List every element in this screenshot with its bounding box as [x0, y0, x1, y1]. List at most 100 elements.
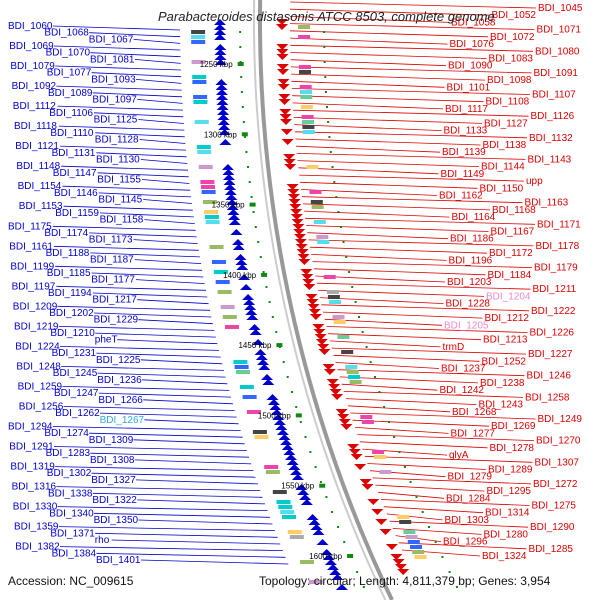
gene-label-reverse[interactable]: BDI_1107 — [532, 90, 576, 101]
gene-label-reverse[interactable]: BDI_1213 — [483, 335, 528, 346]
gene-label-forward[interactable]: BDI_1092 — [12, 81, 57, 92]
gene-label-forward[interactable]: BDI_1217 — [92, 295, 137, 306]
gene-label-reverse[interactable]: BDI_1171 — [537, 219, 581, 230]
gene-label-reverse[interactable]: BDI_1196 — [449, 255, 493, 266]
gene-label-reverse[interactable]: BDI_1168 — [492, 205, 536, 216]
gene-label-forward[interactable]: BDI_1219 — [14, 321, 59, 332]
gene-label-forward[interactable]: BDI_1069 — [9, 41, 54, 52]
gene-label-forward[interactable]: BDI_1079 — [10, 61, 55, 72]
gene-label-forward[interactable]: BDI_1371 — [50, 528, 95, 539]
gene-label-forward[interactable]: BDI_1093 — [91, 74, 136, 85]
gene-label-reverse[interactable]: BDI_1164 — [452, 212, 496, 223]
gene-label-forward[interactable]: BDI_1291 — [9, 442, 54, 453]
gene-label-reverse[interactable]: BDI_1127 — [484, 118, 528, 129]
gene-label-forward[interactable]: BDI_1131 — [52, 148, 96, 159]
gene-label-forward[interactable]: BDI_1274 — [44, 428, 89, 439]
gene-label-forward[interactable]: BDI_1309 — [89, 435, 134, 446]
gene-label-forward[interactable]: BDI_1359 — [14, 522, 59, 533]
gene-label-reverse[interactable]: BDI_1204 — [486, 291, 531, 302]
gene-label-forward[interactable]: BDI_1267 — [100, 415, 145, 426]
gene-label-reverse[interactable]: BDI_1227 — [528, 349, 573, 360]
gene-label-reverse[interactable]: BDI_1252 — [482, 356, 527, 367]
gene-label-forward[interactable]: BDI_1247 — [54, 388, 99, 399]
gene-label-forward[interactable]: BDI_1248 — [16, 361, 61, 372]
gene-label-forward[interactable]: BDI_1308 — [90, 455, 135, 466]
gene-label-forward[interactable]: BDI_1155 — [97, 175, 141, 186]
gene-label-forward[interactable]: BDI_1382 — [15, 542, 60, 553]
gene-label-reverse[interactable]: BDI_1098 — [487, 75, 532, 86]
gene-label-forward[interactable]: BDI_1128 — [95, 135, 139, 146]
gene-label-reverse[interactable]: BDI_1172 — [489, 248, 533, 259]
gene-label-reverse[interactable]: BDI_1203 — [447, 277, 492, 288]
gene-label-reverse[interactable]: BDI_1226 — [530, 328, 575, 339]
gene-label-forward[interactable]: BDI_1340 — [49, 508, 94, 519]
gene-label-reverse[interactable]: BDI_1184 — [488, 270, 532, 281]
gene-label-forward[interactable]: BDI_1068 — [44, 28, 89, 39]
gene-label-reverse[interactable]: BDI_1279 — [448, 472, 493, 483]
gene-label-forward[interactable]: BDI_1262 — [55, 408, 100, 419]
gene-label-reverse[interactable]: BDI_1243 — [479, 400, 524, 411]
gene-label-forward[interactable]: rho — [95, 535, 110, 546]
gene-label-forward[interactable]: BDI_1125 — [94, 115, 138, 126]
gene-label-forward[interactable]: BDI_1161 — [9, 241, 53, 252]
gene-label-reverse[interactable]: BDI_1117 — [445, 104, 488, 115]
gene-label-forward[interactable]: BDI_1194 — [48, 288, 92, 299]
gene-label-reverse[interactable]: BDI_1178 — [536, 241, 580, 252]
gene-label-forward[interactable]: BDI_1210 — [50, 328, 95, 339]
gene-label-reverse[interactable]: BDI_1179 — [534, 263, 578, 274]
gene-label-forward[interactable]: BDI_1174 — [44, 228, 88, 239]
gene-label-reverse[interactable]: BDI_1150 — [480, 183, 524, 194]
gene-label-forward[interactable]: BDI_1067 — [89, 34, 134, 45]
gene-label-forward[interactable]: BDI_1089 — [48, 88, 93, 99]
gene-label-forward[interactable]: BDI_1159 — [55, 208, 99, 219]
gene-label-forward[interactable]: BDI_1338 — [48, 488, 93, 499]
gene-label-reverse[interactable]: BDI_1228 — [446, 299, 491, 310]
gene-label-reverse[interactable]: BDI_1268 — [452, 407, 497, 418]
gene-label-forward[interactable]: BDI_1173 — [89, 235, 133, 246]
gene-label-forward[interactable]: BDI_1153 — [19, 201, 63, 212]
gene-label-reverse[interactable]: BDI_1083 — [489, 54, 534, 65]
gene-label-reverse[interactable]: BDI_1211 — [533, 284, 577, 295]
gene-label-forward[interactable]: BDI_1121 — [15, 141, 59, 152]
gene-label-reverse[interactable]: BDI_1246 — [527, 371, 572, 382]
gene-label-reverse[interactable]: BDI_1205 — [444, 320, 489, 331]
gene-label-reverse[interactable]: BDI_1307 — [535, 457, 580, 468]
gene-label-reverse[interactable]: BDI_1163 — [525, 198, 569, 209]
gene-label-forward[interactable]: BDI_1202 — [49, 308, 94, 319]
gene-label-forward[interactable]: BDI_1070 — [46, 48, 91, 59]
gene-label-reverse[interactable]: BDI_1289 — [488, 465, 533, 476]
gene-label-reverse[interactable]: BDI_1269 — [491, 421, 536, 432]
gene-label-forward[interactable]: BDI_1229 — [94, 315, 139, 326]
gene-label-reverse[interactable]: BDI_1290 — [530, 522, 575, 533]
gene-label-forward[interactable]: BDI_1175 — [8, 221, 52, 232]
gene-label-forward[interactable]: BDI_1081 — [90, 54, 135, 65]
gene-label-forward[interactable]: BDI_1209 — [13, 301, 58, 312]
gene-label-reverse[interactable]: BDI_1275 — [532, 501, 577, 512]
gene-label-forward[interactable]: BDI_1147 — [53, 168, 97, 179]
gene-label-reverse[interactable]: BDI_1167 — [491, 227, 535, 238]
gene-label-reverse[interactable]: BDI_1080 — [535, 46, 580, 57]
gene-label-forward[interactable]: BDI_1302 — [47, 468, 92, 479]
gene-label-reverse[interactable]: BDI_1091 — [534, 68, 579, 79]
gene-label-reverse[interactable]: BDI_1162 — [439, 191, 483, 202]
gene-label-reverse[interactable]: BDI_1138 — [483, 140, 527, 151]
gene-label-forward[interactable]: pheT — [95, 335, 118, 346]
gene-label-reverse[interactable]: BDI_1303 — [445, 515, 490, 526]
gene-label-forward[interactable]: BDI_1197 — [12, 281, 56, 292]
gene-label-reverse[interactable]: BDI_1296 — [443, 537, 488, 548]
gene-label-reverse[interactable]: BDI_1126 — [531, 111, 575, 122]
gene-label-forward[interactable]: BDI_1177 — [91, 275, 135, 286]
gene-label-forward[interactable]: BDI_1188 — [46, 248, 90, 259]
gene-label-reverse[interactable]: BDI_1314 — [485, 508, 530, 519]
gene-label-forward[interactable]: BDI_1231 — [52, 348, 97, 359]
gene-label-reverse[interactable]: BDI_1212 — [485, 313, 530, 324]
gene-label-forward[interactable]: BDI_1199 — [10, 261, 54, 272]
gene-label-forward[interactable]: BDI_1316 — [12, 482, 57, 493]
gene-label-reverse[interactable]: glyA — [449, 450, 469, 461]
gene-label-forward[interactable]: BDI_1148 — [16, 161, 60, 172]
gene-label-forward[interactable]: BDI_1294 — [8, 422, 53, 433]
gene-label-reverse[interactable]: BDI_1132 — [529, 133, 573, 144]
gene-label-forward[interactable]: BDI_1319 — [10, 462, 55, 473]
gene-label-reverse[interactable]: BDI_1108 — [486, 97, 530, 108]
gene-label-reverse[interactable]: BDI_1144 — [481, 162, 525, 173]
